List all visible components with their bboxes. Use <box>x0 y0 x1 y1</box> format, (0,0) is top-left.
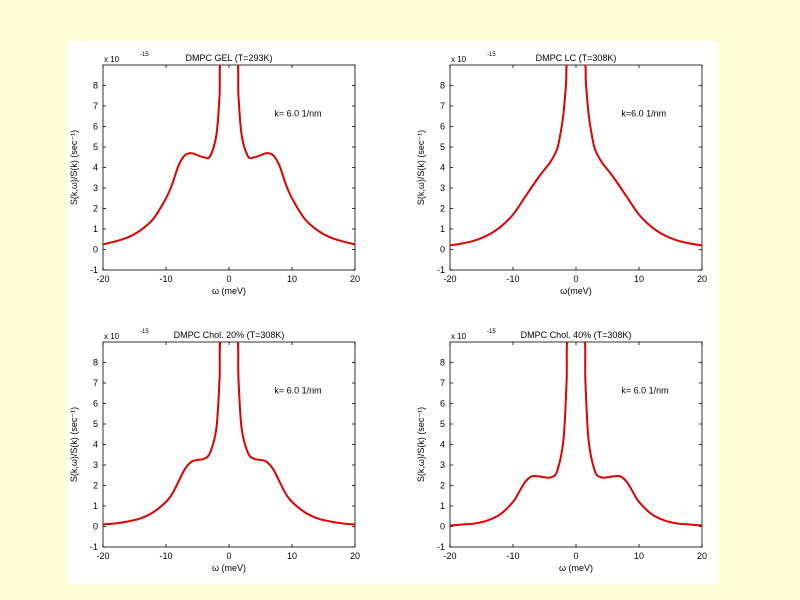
y-tick-label: 2 <box>440 481 445 491</box>
scale-exponent-label: -15 <box>140 52 149 58</box>
scale-exponent-label: -15 <box>140 329 149 335</box>
x-tick-label: -20 <box>443 274 456 284</box>
y-tick-label: 5 <box>93 419 98 429</box>
k-annotation: k=6.0 1/nm <box>621 108 666 118</box>
y-tick-label: 8 <box>93 81 98 91</box>
y-tick-label: 7 <box>93 378 98 388</box>
y-tick-label: 4 <box>93 163 98 173</box>
y-tick-label: 7 <box>440 101 445 111</box>
x-tick-label: 0 <box>226 551 231 561</box>
y-tick-label: 8 <box>440 81 445 91</box>
x-tick-label: -20 <box>443 551 456 561</box>
y-tick-label: 8 <box>93 358 98 368</box>
y-tick-label: -1 <box>90 265 98 275</box>
series-line <box>450 342 702 527</box>
series-line <box>103 342 355 526</box>
scale-factor-label: x 10 <box>104 332 120 341</box>
y-tick-label: 1 <box>93 224 98 234</box>
y-tick-label: 6 <box>440 399 445 409</box>
scale-factor-label: x 10 <box>451 332 467 341</box>
y-tick-label: -1 <box>437 542 445 552</box>
chart-title: DMPC Chol. 20% (T=308K) <box>174 330 285 340</box>
x-tick-label: -20 <box>96 274 109 284</box>
axes-box <box>449 341 703 548</box>
x-axis-label: ω(meV) <box>560 286 592 296</box>
y-tick-label: 4 <box>440 440 445 450</box>
y-tick-label: 5 <box>440 142 445 152</box>
y-tick-label: -1 <box>437 265 445 275</box>
y-tick-label: 3 <box>93 183 98 193</box>
x-tick-label: 0 <box>226 274 231 284</box>
k-annotation: k= 6.0 1/nm <box>274 385 321 395</box>
x-tick-label: 0 <box>573 551 578 561</box>
x-tick-label: 10 <box>634 274 644 284</box>
axes-box <box>102 64 356 271</box>
scale-exponent-label: -15 <box>487 52 496 58</box>
y-tick-label: -1 <box>90 542 98 552</box>
x-tick-label: 20 <box>697 551 707 561</box>
x-tick-label: -20 <box>96 551 109 561</box>
scale-factor-label: x 10 <box>104 55 120 64</box>
y-tick-label: 0 <box>440 522 445 532</box>
axes-box <box>102 341 356 548</box>
x-tick-label: -10 <box>159 551 172 561</box>
x-axis-label: ω (meV) <box>559 563 593 573</box>
y-tick-label: 4 <box>440 163 445 173</box>
y-tick-label: 1 <box>93 501 98 511</box>
x-tick-label: 10 <box>287 551 297 561</box>
y-tick-label: 0 <box>93 245 98 255</box>
y-tick-label: 8 <box>440 358 445 368</box>
y-axis-label: S(k,ω)/S(k) (sec⁻¹) <box>69 130 79 205</box>
y-tick-label: 0 <box>93 522 98 532</box>
x-tick-label: -10 <box>506 274 519 284</box>
x-tick-label: 10 <box>634 551 644 561</box>
y-tick-label: 2 <box>440 204 445 214</box>
y-tick-label: 6 <box>93 399 98 409</box>
x-tick-label: 20 <box>697 274 707 284</box>
chart-title: DMPC GEL (T=293K) <box>186 53 273 63</box>
y-tick-label: 1 <box>440 224 445 234</box>
y-tick-label: 3 <box>440 183 445 193</box>
y-tick-label: 2 <box>93 481 98 491</box>
x-tick-label: -10 <box>159 274 172 284</box>
y-tick-label: 7 <box>440 378 445 388</box>
y-tick-label: 6 <box>93 122 98 132</box>
chart-title: DMPC Chol. 40% (T=308K) <box>521 330 632 340</box>
series-line <box>450 65 702 247</box>
x-axis-label: ω (meV) <box>212 563 246 573</box>
y-axis-label: S(k,ω)/S(k) (sec⁻¹) <box>416 130 426 205</box>
y-tick-label: 5 <box>93 142 98 152</box>
y-tick-label: 7 <box>93 101 98 111</box>
k-annotation: k= 6.0 1/nm <box>274 108 321 118</box>
x-tick-label: -10 <box>506 551 519 561</box>
scale-exponent-label: -15 <box>487 329 496 335</box>
y-tick-label: 3 <box>440 460 445 470</box>
y-tick-label: 0 <box>440 245 445 255</box>
y-axis-label: S(k,ω)/S(k) (sec⁻¹) <box>416 407 426 482</box>
y-tick-label: 2 <box>93 204 98 214</box>
x-axis-label: ω (meV) <box>212 286 246 296</box>
x-tick-label: 0 <box>573 274 578 284</box>
y-tick-label: 4 <box>93 440 98 450</box>
y-tick-label: 3 <box>93 460 98 470</box>
series-line <box>103 65 355 246</box>
x-tick-label: 10 <box>287 274 297 284</box>
chart-title: DMPC LC (T=308K) <box>536 53 617 63</box>
x-tick-label: 20 <box>350 551 360 561</box>
y-axis-label: S(k,ω)/S(k) (sec⁻¹) <box>69 407 79 482</box>
k-annotation: k= 6.0 1/nm <box>621 385 668 395</box>
axes-box <box>449 64 703 271</box>
y-tick-label: 6 <box>440 122 445 132</box>
scale-factor-label: x 10 <box>451 55 467 64</box>
figure-panel: -20 -10 0 10 20 -1 0 1 2 3 4 5 6 7 8 x 10 -15 DMPC GEL (T… <box>67 41 719 584</box>
y-tick-label: 5 <box>440 419 445 429</box>
y-tick-label: 1 <box>440 501 445 511</box>
x-tick-label: 20 <box>350 274 360 284</box>
